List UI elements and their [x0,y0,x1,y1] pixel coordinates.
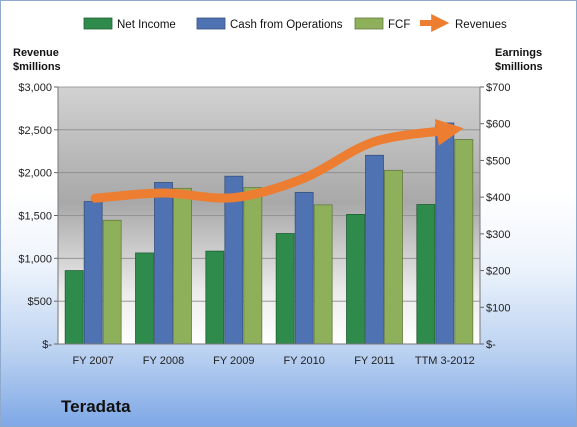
right-tick-label: $500 [486,155,510,167]
left-tick-label: $500 [28,296,52,308]
left-tick-label: $3,000 [18,82,52,94]
right-axis-title: Earnings [495,47,542,59]
right-tick-label: $200 [486,266,510,278]
legend-label-cash-from-operations: Cash from Operations [230,19,343,31]
x-tick-label: FY 2009 [213,355,254,367]
right-axis-title: $millions [495,61,543,73]
bar-fcf-0 [102,219,122,345]
bar-cash-from-operations-1 [154,182,173,345]
company-name: Teradata [61,397,131,416]
bar-fcf-1 [173,187,192,345]
left-tick-label: $1,500 [18,211,52,223]
right-tick-label: $400 [486,192,510,204]
legend-swatch-cash-from-operations [196,17,226,30]
right-tick-label: $300 [486,229,510,241]
bar-cash-from-operations-4 [365,154,384,345]
legend-label-net-income: Net Income [117,19,176,31]
legend-label-fcf: FCF [388,19,410,31]
bar-fcf-5 [454,139,474,345]
right-tick-label: $600 [486,119,510,131]
legend-swatch-net-income [83,17,113,30]
right-tick-label: $700 [486,82,510,94]
bar-net-income-1 [135,252,154,345]
bar-net-income-0 [64,270,84,345]
bar-fcf-2 [243,187,263,345]
bar-cash-from-operations-0 [83,201,103,345]
left-tick-label: $1,000 [18,253,52,265]
x-tick-label: FY 2011 [354,355,395,367]
right-tick-label: $100 [486,302,510,314]
bar-net-income-4 [346,213,365,345]
bar-cash-from-operations-5 [435,122,455,345]
bar-fcf-4 [384,169,403,345]
x-tick-label: FY 2007 [72,355,113,367]
revenues-line [90,118,464,203]
left-tick-label: $2,500 [18,125,52,137]
left-tick-label: $2,000 [18,168,52,180]
legend-swatch-fcf [354,17,384,30]
left-axis-title: $millions [13,61,61,73]
bar-cash-from-operations-3 [294,191,314,345]
x-tick-label: FY 2010 [283,355,324,367]
bar-net-income-3 [275,233,295,345]
left-axis-title: Revenue [13,47,59,59]
x-tick-label: FY 2008 [143,355,184,367]
legend-label-revenues: Revenues [455,19,507,31]
x-tick-label: TTM 3-2012 [415,355,475,367]
left-tick-label: $- [42,339,52,351]
bar-fcf-3 [313,204,333,345]
right-tick-label: $- [486,339,496,351]
bar-net-income-2 [205,250,225,345]
bar-net-income-5 [416,204,436,345]
